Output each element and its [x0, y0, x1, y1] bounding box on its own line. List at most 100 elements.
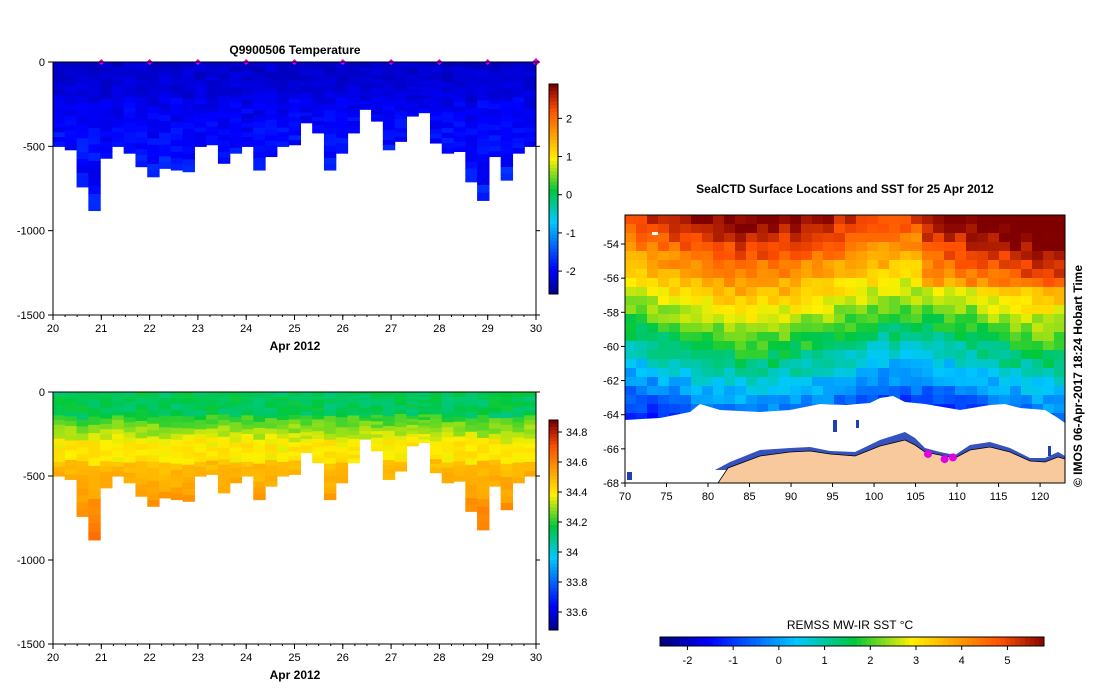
sst-cell [878, 350, 890, 360]
sst-cell [768, 323, 780, 333]
sst-cell [966, 224, 978, 234]
sst-cell [889, 260, 901, 270]
colorbar-swatch [549, 157, 558, 162]
section-cell [488, 433, 502, 440]
sst-cell [1021, 377, 1033, 387]
x-tick-label: 29 [482, 652, 494, 664]
section-cell [500, 153, 514, 161]
section-cell [253, 392, 266, 399]
section-cell [312, 454, 325, 460]
sst-cell [988, 341, 1000, 351]
section-cell [394, 405, 408, 411]
sst-cell [702, 242, 714, 252]
sst-cell [691, 233, 703, 243]
section-cell [53, 66, 66, 72]
sst-cell [746, 278, 758, 288]
section-cell [347, 399, 360, 405]
sst-cell [702, 224, 714, 234]
colorbar-swatch [996, 637, 1002, 646]
section-cell [170, 397, 184, 405]
section-cell [147, 461, 160, 469]
section-cell [441, 407, 455, 413]
section-cell [276, 90, 290, 96]
section-cell [335, 412, 349, 418]
section-cell [488, 412, 502, 419]
section-cell [288, 89, 301, 95]
section-cell [418, 397, 431, 401]
section-cell [276, 62, 290, 68]
section-cell [147, 442, 160, 450]
section-cell [135, 426, 148, 434]
section-cell [182, 153, 195, 161]
section-cell [265, 140, 278, 147]
section-cell [524, 76, 536, 82]
section-cell [371, 101, 384, 106]
x-tick-label: 25 [288, 323, 300, 335]
section-cell [300, 102, 313, 107]
section-cell [123, 467, 137, 474]
sst-cell [834, 278, 846, 288]
section-cell [241, 406, 254, 412]
sst-cell [746, 395, 758, 405]
section-cell [229, 132, 243, 139]
sst-cell [735, 377, 747, 387]
section-cell [253, 487, 266, 495]
colorbar-swatch [669, 637, 675, 646]
section-cell [206, 396, 219, 402]
x-tick-label: 110 [948, 491, 966, 503]
sst-cell [1043, 224, 1055, 234]
sst-cell [944, 359, 956, 369]
colorbar-swatch [549, 525, 558, 529]
section-cell [477, 476, 490, 485]
x-tick-label: 21 [95, 323, 107, 335]
sst-cell [856, 287, 868, 297]
section-cell [312, 85, 325, 91]
section-cell [253, 73, 266, 81]
sst-cell [1021, 305, 1033, 315]
section-cell [241, 80, 254, 87]
section-cell [76, 138, 89, 146]
section-cell [194, 118, 207, 124]
sst-cell [746, 296, 758, 306]
sst-cell [713, 377, 725, 387]
section-cell [241, 90, 254, 96]
colorbar-swatch [549, 84, 558, 88]
section-cell [276, 122, 290, 129]
section-cell [335, 432, 349, 438]
sst-cell [878, 332, 890, 342]
section-cell [53, 85, 66, 91]
sst-cell [878, 233, 890, 243]
section-cell [182, 476, 195, 484]
section-cell [524, 438, 536, 444]
section-cell [159, 162, 172, 169]
sst-cell [768, 359, 780, 369]
section-cell [76, 75, 89, 84]
section-cell [335, 72, 349, 78]
sst-cell [867, 296, 879, 306]
sst-cell [955, 251, 967, 261]
section-cell [418, 92, 431, 97]
sst-cell [779, 359, 791, 369]
section-cell [524, 118, 536, 124]
sst-cell [812, 287, 824, 297]
section-cell [288, 433, 301, 439]
section-cell [170, 457, 184, 465]
section-cell [135, 137, 148, 144]
section-cell [288, 75, 301, 81]
sst-cell [647, 287, 659, 297]
section-cell [64, 105, 78, 112]
sst-cell [988, 305, 1000, 315]
sst-cell [911, 359, 923, 369]
sst-cell [625, 404, 637, 414]
section-cell [265, 145, 278, 152]
section-cell [465, 68, 478, 76]
sst-cell [889, 215, 901, 225]
section-cell [229, 422, 243, 428]
colorbar-swatch [775, 637, 781, 646]
section-cell [229, 457, 243, 464]
colorbar-swatch [549, 227, 558, 232]
section-cell [347, 439, 360, 444]
colorbar-frame [548, 83, 559, 295]
section-cell [64, 464, 78, 471]
section-cell [135, 73, 148, 81]
